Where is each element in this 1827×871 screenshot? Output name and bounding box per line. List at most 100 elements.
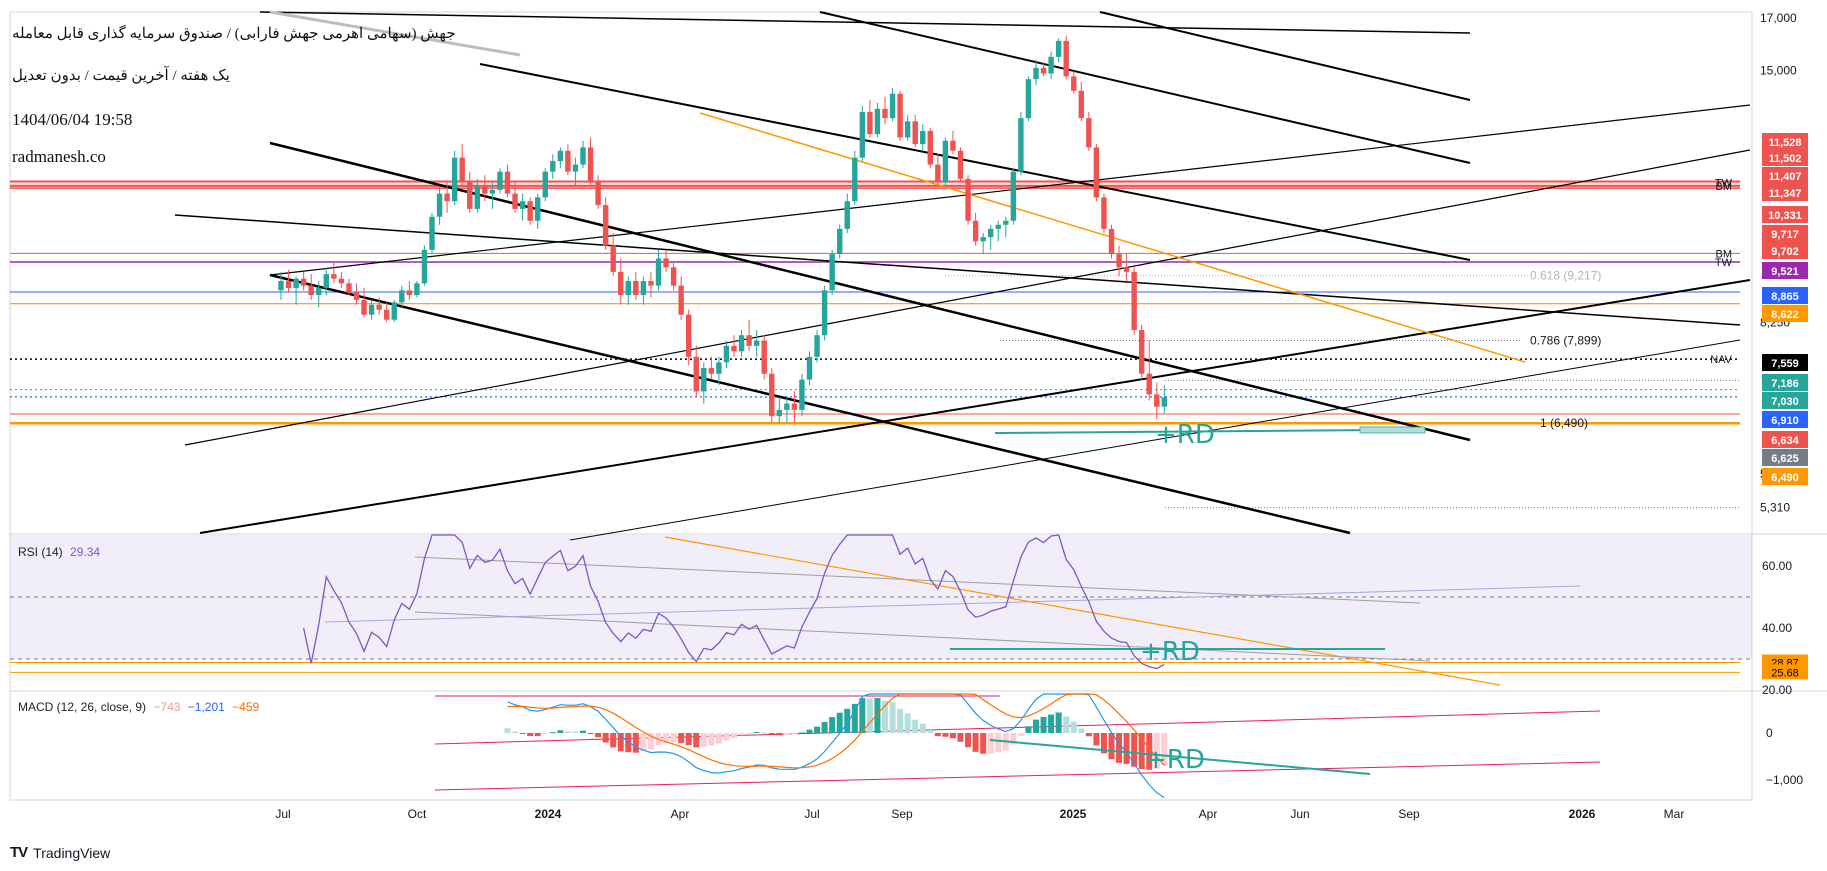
trend-line-3	[184, 149, 1751, 446]
rsi-legend[interactable]: RSI (14) 29.34	[18, 545, 100, 559]
y-tick-label-0: 17,000	[1760, 11, 1797, 25]
macd-hist-bar	[829, 717, 836, 733]
price-label-13: 6,910	[1771, 415, 1799, 427]
macd-hist-bar	[934, 733, 941, 737]
price-label-4: 10,331	[1768, 210, 1802, 222]
candle-body	[580, 147, 586, 165]
candle-body	[708, 368, 715, 374]
chart-title: جهش (سهامی اهرمی جهش فارابی) / صندوق سرم…	[12, 26, 456, 42]
macd-hist-bar	[965, 733, 972, 748]
macd-divergence-label: +RD	[1145, 745, 1205, 775]
x-tick-label-9: Sep	[1398, 807, 1420, 821]
macd-legend-label: MACD (12, 26, close, 9)	[18, 700, 147, 714]
macd-hist-bar	[836, 712, 843, 733]
price-label-box-11	[1762, 374, 1808, 391]
candle-body	[663, 258, 669, 268]
candle-body	[972, 220, 979, 242]
candle-body	[587, 147, 594, 183]
price-label-box-16	[1762, 468, 1808, 485]
macd-hist-bar	[587, 733, 594, 734]
level-tag-2: BM	[1716, 248, 1733, 260]
x-tick-label-4: Jul	[804, 807, 819, 821]
trend-line-4	[569, 339, 1741, 541]
candle-body	[912, 121, 918, 145]
candle-body	[995, 224, 1001, 229]
macd-legend-signal: −459	[232, 700, 260, 714]
macd-hist-bar	[580, 730, 586, 733]
candle-body	[1010, 171, 1017, 221]
macd-hist-bar	[1131, 733, 1138, 767]
macd-legend-macd: −1,201	[187, 700, 225, 714]
chart-datetime: 1404/06/04 19:58	[12, 110, 133, 129]
macd-hist-bar	[844, 708, 851, 733]
x-tick-label-3: Apr	[671, 807, 690, 821]
macd-hist-bar	[647, 733, 654, 750]
macd-pink-trend-2	[434, 710, 1601, 745]
price-label-box-15	[1762, 449, 1808, 466]
candle-body	[988, 228, 994, 238]
trend-line-1	[199, 279, 1751, 534]
macd-hist-bar	[512, 731, 519, 733]
macd-hist-bar	[882, 700, 888, 733]
macd-hist-bar	[572, 731, 579, 733]
rsi-grey-trend-2	[414, 611, 1431, 662]
candle-body	[942, 140, 949, 183]
tradingview-brand[interactable]: TV TradingView	[10, 844, 110, 861]
rsi-tick-label-1: 40.00	[1762, 621, 1792, 635]
price-label-1: 11,502	[1768, 153, 1801, 165]
candle-body	[278, 280, 284, 291]
candle-body	[451, 157, 458, 202]
candle-body	[618, 271, 624, 296]
candle-body	[504, 171, 511, 194]
price-label-box-1	[1762, 149, 1808, 166]
price-label-box-12	[1762, 392, 1808, 409]
macd-hist-bar	[897, 708, 904, 733]
macd-hist-bar	[791, 733, 798, 735]
candle-body	[1063, 40, 1069, 77]
price-label-16: 6,490	[1771, 472, 1799, 484]
divergence-line-price	[994, 429, 1381, 434]
tradingview-logo-icon: TV	[10, 844, 28, 861]
macd-hist-bar	[904, 713, 911, 733]
candle-body	[837, 228, 843, 255]
candle-body	[572, 164, 579, 172]
macd-legend-hist: −743	[153, 700, 181, 714]
rsi-value-label-1: 25.68	[1771, 667, 1799, 679]
rsi-divergence-label: +RD	[1140, 637, 1200, 667]
macd-hist-bar	[534, 733, 541, 737]
macd-hist-bar	[1093, 733, 1100, 746]
macd-hist-bar	[610, 733, 617, 748]
candle-body	[542, 171, 548, 198]
macd-hist-bar	[1100, 733, 1107, 754]
price-label-box-5	[1762, 225, 1808, 242]
candle-body	[1093, 147, 1100, 198]
macd-hist-bar	[1116, 733, 1123, 763]
candle-body	[429, 216, 435, 250]
candle-body	[799, 379, 805, 410]
candle-body	[489, 189, 496, 194]
price-label-box-10	[1762, 354, 1808, 371]
candle-body	[927, 130, 933, 165]
candle-body	[421, 249, 428, 284]
candle-body	[882, 108, 888, 119]
candle-body	[1086, 118, 1092, 148]
candle-body	[1071, 76, 1077, 91]
candle-body	[1003, 220, 1009, 225]
candle-body	[595, 182, 601, 206]
candle-body	[1025, 79, 1032, 119]
candle-body	[1131, 271, 1137, 330]
macd-hist-bar	[557, 730, 564, 733]
candle-body	[965, 178, 971, 221]
macd-hist-bar	[1040, 716, 1047, 733]
rsi-label-box-1	[1762, 664, 1808, 680]
rsi-tick-label-2: 20.00	[1762, 683, 1792, 697]
macd-hist-bar	[1123, 733, 1130, 764]
candle-body	[519, 201, 526, 209]
macd-hist-bar	[866, 698, 873, 733]
candle-body	[512, 193, 518, 209]
macd-legend[interactable]: MACD (12, 26, close, 9) −743 −1,201 −459	[18, 700, 259, 714]
macd-hist-bar	[1017, 733, 1024, 736]
support-zone-marker	[1359, 426, 1426, 434]
price-label-box-14	[1762, 431, 1808, 448]
